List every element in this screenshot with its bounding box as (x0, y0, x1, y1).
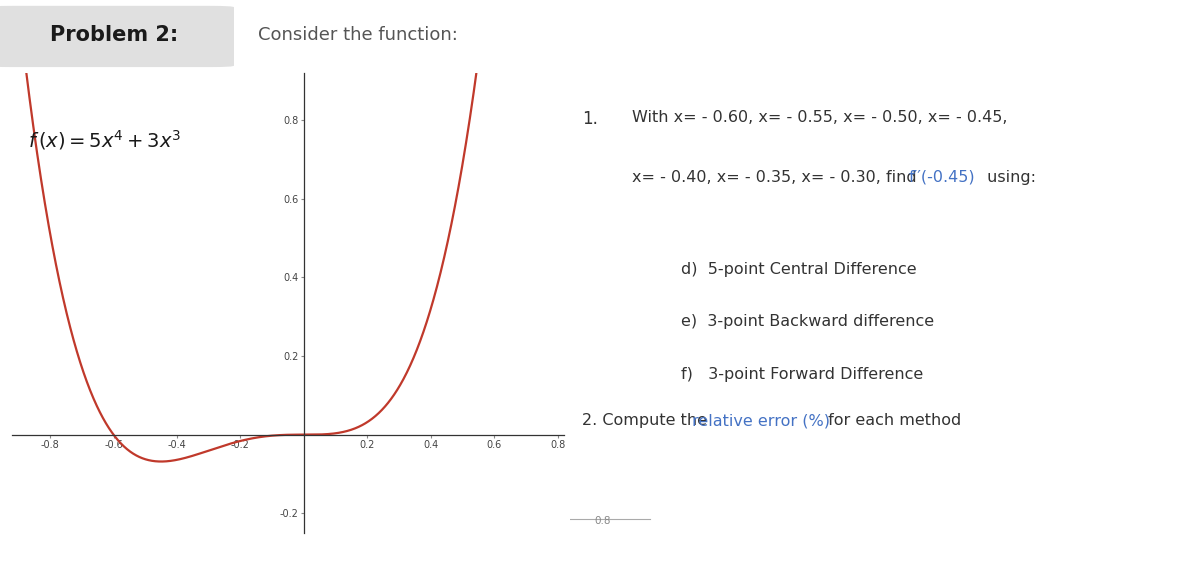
Text: using:: using: (982, 169, 1036, 185)
Text: for each method: for each method (823, 413, 961, 429)
Text: f′′(-0.45): f′′(-0.45) (908, 169, 976, 185)
Text: x= - 0.40, x= - 0.35, x= - 0.30, find: x= - 0.40, x= - 0.35, x= - 0.30, find (631, 169, 922, 185)
Text: 2. Compute the: 2. Compute the (582, 413, 713, 429)
Text: With x= - 0.60, x= - 0.55, x= - 0.50, x= - 0.45,: With x= - 0.60, x= - 0.55, x= - 0.50, x=… (631, 110, 1007, 125)
Text: relative error (%): relative error (%) (691, 413, 829, 429)
Text: 0.8: 0.8 (595, 516, 611, 526)
Text: 1.: 1. (582, 110, 599, 128)
Text: d)  5-point Central Difference: d) 5-point Central Difference (682, 261, 917, 277)
Text: f)   3-point Forward Difference: f) 3-point Forward Difference (682, 367, 924, 383)
FancyBboxPatch shape (0, 6, 234, 67)
Text: Problem 2:: Problem 2: (50, 25, 178, 45)
Text: Consider the function:: Consider the function: (258, 26, 458, 44)
Text: $f\,(x) = 5x^{4} + 3x^{3}$: $f\,(x) = 5x^{4} + 3x^{3}$ (28, 128, 181, 152)
Text: e)  3-point Backward difference: e) 3-point Backward difference (682, 314, 935, 329)
